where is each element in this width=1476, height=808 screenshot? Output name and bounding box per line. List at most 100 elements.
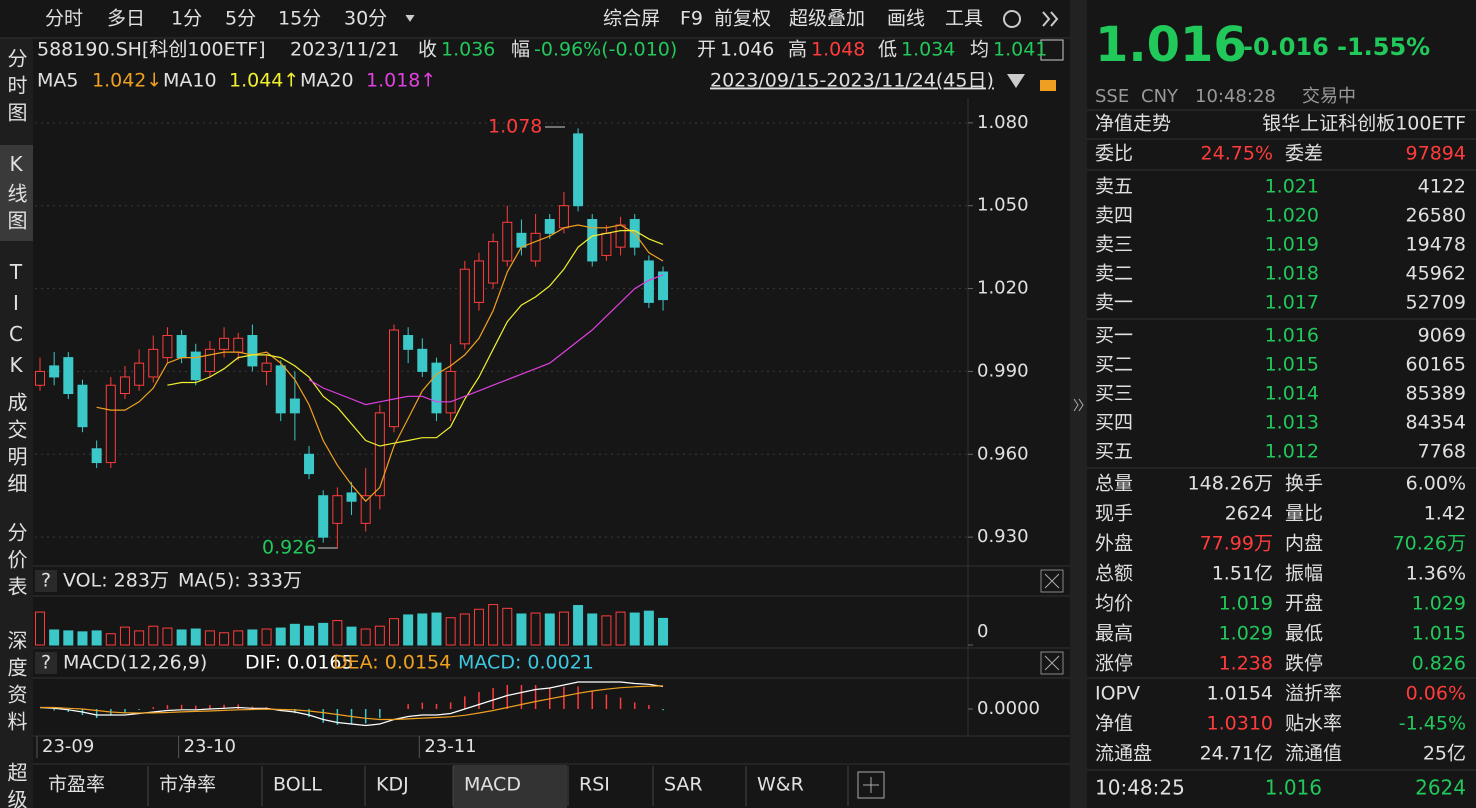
left-tab[interactable]: TICK <box>4 260 28 384</box>
help-icon[interactable]: ? <box>41 652 51 674</box>
stat-label: 内盘 <box>1285 533 1323 555</box>
more-icon[interactable] <box>1050 11 1059 27</box>
stat-value: 70.26万 <box>1393 533 1466 555</box>
candle-body <box>35 370 45 386</box>
panel-subtitle: MA(5): 333万 <box>178 570 302 592</box>
tool-button[interactable]: 工具 <box>945 8 983 30</box>
splitter[interactable] <box>1070 0 1087 808</box>
book-label: 卖五 <box>1095 176 1133 198</box>
tool-button[interactable]: 前复权 <box>714 8 771 30</box>
volume-bar <box>389 618 399 646</box>
window-icon[interactable] <box>1040 39 1064 61</box>
tool-button[interactable]: 画线 <box>887 8 925 30</box>
y-tick-label: 0.930 <box>977 526 1029 547</box>
help-box[interactable] <box>35 652 57 674</box>
indicator-tab[interactable]: 市净率 <box>159 774 216 796</box>
macd-line <box>40 685 664 721</box>
left-tab[interactable]: 分价表 <box>4 522 28 603</box>
candle-body <box>558 205 569 229</box>
indicator-tab[interactable]: BOLL <box>273 774 322 796</box>
volume-bar <box>346 626 357 646</box>
expand-icon[interactable] <box>1073 398 1079 412</box>
left-tab[interactable]: 成交明细 <box>4 392 28 500</box>
candle-body <box>49 365 60 378</box>
volume-bar <box>233 630 244 646</box>
add-tab[interactable] <box>857 771 885 799</box>
volume-bar <box>35 611 45 646</box>
volume-bar <box>502 607 513 646</box>
close-panel[interactable] <box>1040 651 1064 675</box>
market-info: CNY <box>1141 86 1179 107</box>
indicator-tab[interactable]: KDJ <box>376 774 409 796</box>
help-box[interactable] <box>35 570 57 592</box>
more-icon[interactable] <box>1042 11 1051 27</box>
candle-body <box>473 260 484 303</box>
stat-label: 流通值 <box>1285 743 1342 765</box>
candle-body <box>63 357 74 395</box>
market-info: SSE <box>1095 86 1129 107</box>
book-price: 1.016 <box>1265 325 1319 347</box>
candle-body <box>261 362 272 372</box>
macd-label: DEA: 0.0154 <box>333 652 451 674</box>
stat-value: 2624 <box>1225 503 1273 525</box>
candle-body <box>233 337 244 353</box>
legend-value: 1.042↓ <box>92 70 162 92</box>
volume-bar <box>445 617 456 646</box>
ma-line <box>96 224 664 503</box>
stat-label: 涨停 <box>1095 653 1133 675</box>
candle-body <box>162 335 173 359</box>
close-panel[interactable] <box>1040 569 1064 593</box>
y-tick-label: 1.020 <box>977 278 1029 299</box>
fund-name: 银华上证科创板100ETF <box>1262 113 1466 135</box>
stat-value: 1.42 <box>1424 503 1466 525</box>
field-label: 均 <box>970 39 989 61</box>
candle-body <box>502 221 513 262</box>
candle-body <box>332 495 343 524</box>
legend-value: 1.044↑ <box>229 70 299 92</box>
tool-button[interactable]: 综合屏 <box>603 8 660 30</box>
stat-label: 量比 <box>1285 503 1323 525</box>
left-tab[interactable]: 分时图 <box>4 48 28 129</box>
period-tab[interactable]: 15分 <box>278 8 321 30</box>
range-dropdown[interactable] <box>1007 74 1025 88</box>
date: 2023/11/21 <box>290 39 400 61</box>
candle-body <box>134 362 145 386</box>
lock-icon[interactable] <box>1040 80 1056 91</box>
expand-icon[interactable] <box>1078 398 1084 412</box>
field-value: 1.036 <box>441 39 495 61</box>
stat-value: 1.029 <box>1412 593 1466 615</box>
help-icon[interactable]: ? <box>41 570 51 592</box>
volume-bar <box>219 632 230 646</box>
candle-body <box>601 232 612 256</box>
volume-bar <box>304 625 315 646</box>
left-tab[interactable]: 深度资料 <box>4 630 28 738</box>
trade-volume: 2624 <box>1415 776 1466 800</box>
period-tab[interactable]: 多日 <box>107 8 145 30</box>
field-value: 1.034 <box>901 39 955 61</box>
label: 委比 <box>1095 143 1133 165</box>
dropdown-icon[interactable] <box>405 14 415 22</box>
indicator-tab[interactable]: SAR <box>664 774 703 796</box>
book-price: 1.021 <box>1265 176 1319 198</box>
candle-body <box>587 219 598 262</box>
label: 委差 <box>1285 143 1323 165</box>
settings-icon[interactable] <box>1003 10 1021 28</box>
tool-button[interactable]: F9 <box>680 8 703 30</box>
volume-bar <box>190 628 201 646</box>
period-tab[interactable]: 分时 <box>45 8 83 30</box>
period-tab[interactable]: 1分 <box>171 8 202 30</box>
indicator-tab[interactable]: 市盈率 <box>48 774 105 796</box>
indicator-tab[interactable]: RSI <box>579 774 610 796</box>
period-tab[interactable]: 5分 <box>225 8 256 30</box>
indicator-tab[interactable]: W&R <box>757 774 804 796</box>
tool-button[interactable]: 超级叠加 <box>789 8 865 30</box>
nav-link[interactable]: 净值走势 <box>1095 113 1171 135</box>
period-tab[interactable]: 30分 <box>344 8 387 30</box>
field-value: -0.96%(-0.010) <box>534 39 677 61</box>
indicator-tab[interactable]: MACD <box>464 774 521 796</box>
left-tab[interactable]: K线图 <box>4 152 28 237</box>
date-range[interactable]: 2023/09/15-2023/11/24(45日) <box>710 70 994 92</box>
book-volume: 84354 <box>1406 412 1466 434</box>
left-tab[interactable]: 超级 <box>4 762 28 808</box>
